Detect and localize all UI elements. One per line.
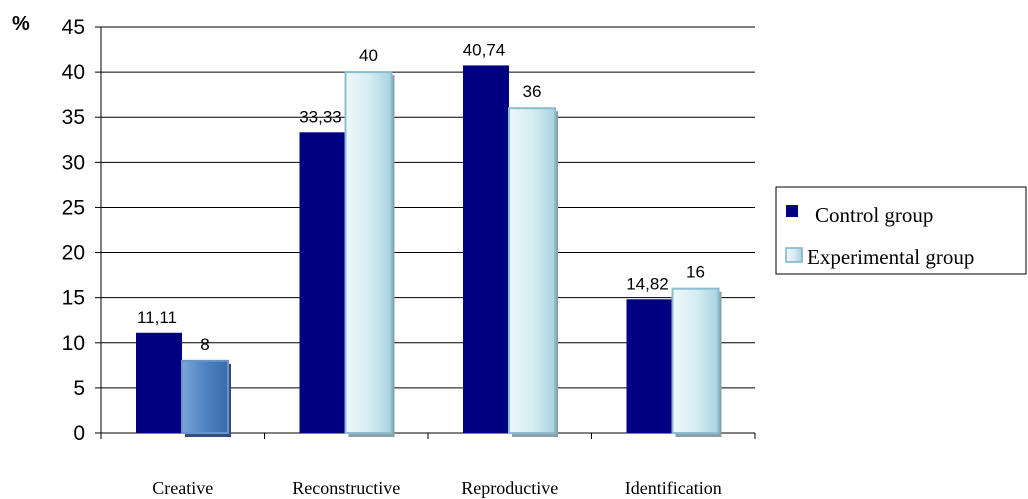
legend-label-experimental: Experimental group <box>807 245 974 269</box>
data-labels: 11,11 8 33,33 40 40,74 36 14,82 16 <box>137 40 705 353</box>
y-unit-label: % <box>12 13 30 35</box>
legend: Control group Experimental group <box>775 186 1027 275</box>
legend-swatch-experimental <box>785 247 803 263</box>
data-label-control: 33,33 <box>299 107 342 126</box>
x-tick-label: Creative <box>152 478 213 498</box>
data-label-experimental: 8 <box>200 335 209 354</box>
data-label-experimental: 16 <box>686 263 705 282</box>
bars <box>136 65 722 437</box>
data-label-control: 11,11 <box>137 308 177 327</box>
x-tick-label: Reproductive <box>461 478 558 498</box>
bar-experimental-identification <box>671 287 720 434</box>
y-tick-label: 30 <box>62 151 85 174</box>
y-tick-label: 25 <box>62 196 85 219</box>
bar-experimental-creative <box>181 359 229 435</box>
gridlines <box>101 26 755 389</box>
y-tick-label: 5 <box>73 377 85 400</box>
data-label-experimental: 36 <box>523 82 542 101</box>
bar-control-identification <box>626 299 673 433</box>
data-label-experimental: 40 <box>359 46 378 65</box>
bar-experimental-reconstructive <box>344 71 393 434</box>
y-tick-label: 45 <box>62 16 85 39</box>
bar-control-reconstructive <box>299 132 346 433</box>
bar-experimental-reproductive <box>508 107 556 434</box>
legend-label-control: Control group <box>815 203 933 227</box>
y-tick-label: 35 <box>62 106 85 129</box>
legend-swatch-control <box>786 205 798 217</box>
axes: 0 5 10 15 20 25 30 35 40 45 Creative Reconstructive… <box>62 16 756 498</box>
bar-control-reproductive <box>463 65 509 434</box>
y-tick-label: 15 <box>62 287 85 310</box>
data-label-control: 40,74 <box>463 40 506 59</box>
data-label-control: 14,82 <box>626 274 669 293</box>
x-tick-label: Reconstructive <box>292 478 400 498</box>
bar-control-creative <box>136 332 182 433</box>
y-tick-label: 20 <box>62 242 85 265</box>
y-tick-label: 40 <box>62 61 85 84</box>
y-tick-label: 0 <box>73 422 85 445</box>
x-tick-label: Identification <box>625 478 722 498</box>
y-tick-label: 10 <box>62 332 85 355</box>
